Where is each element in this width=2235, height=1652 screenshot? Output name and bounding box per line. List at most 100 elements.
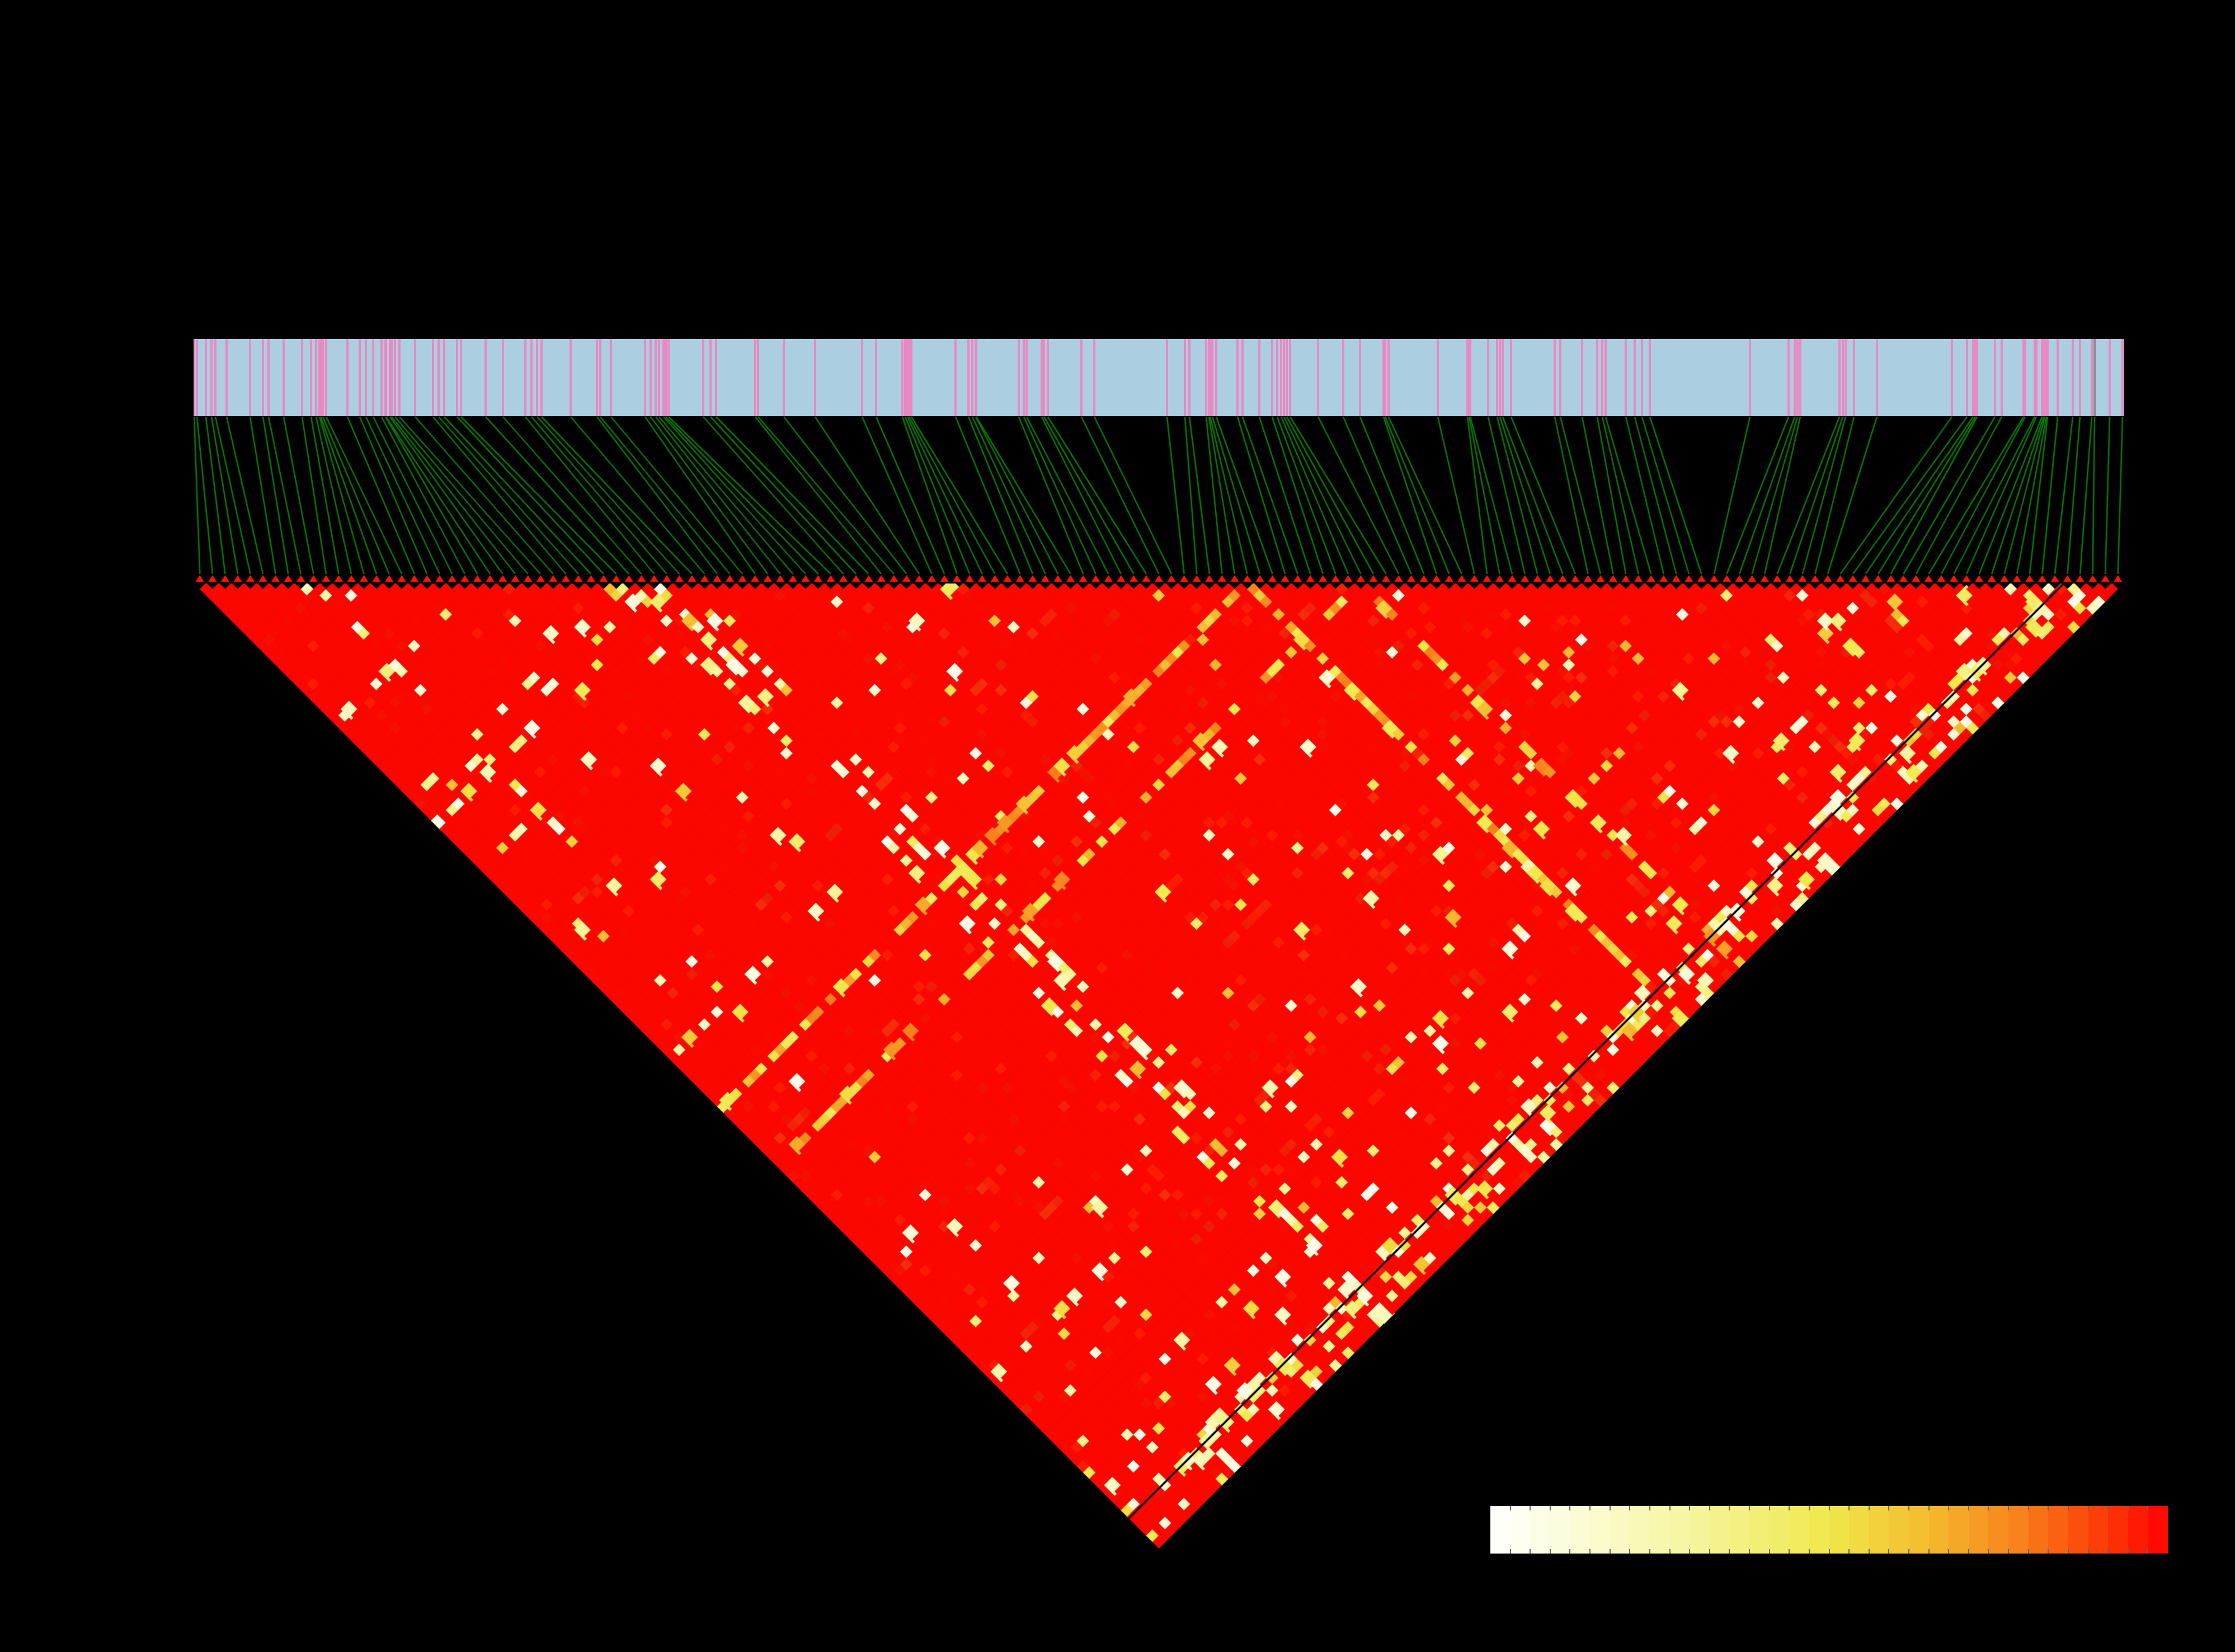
snp-position-tick — [1974, 339, 1977, 416]
snp-position-tick — [262, 339, 264, 416]
snp-position-tick — [1972, 339, 1974, 416]
color-key-boundary-tick — [1609, 1506, 1611, 1510]
color-key-boundary-tick — [2067, 1506, 2069, 1510]
snp-position-tick — [1025, 339, 1028, 416]
color-key-boundary-tick — [1808, 1506, 1810, 1510]
color-key-block — [1530, 1506, 1551, 1554]
color-key-boundary-tick — [2147, 1549, 2149, 1554]
color-key-block — [1709, 1506, 1730, 1554]
snp-position-tick — [702, 339, 704, 416]
snp-position-tick — [1649, 339, 1651, 416]
color-key-block — [1849, 1506, 1870, 1554]
snp-position-tick — [1634, 339, 1636, 416]
snp-position-tick — [2024, 339, 2026, 416]
snp-position-tick — [1976, 339, 1978, 416]
snp-position-tick — [460, 339, 462, 416]
snp-position-tick — [861, 339, 863, 416]
snp-position-tick — [1437, 339, 1439, 416]
color-key-boundary-tick — [1509, 1549, 1511, 1554]
color-key-block — [1829, 1506, 1850, 1554]
snp-position-tick — [1382, 339, 1385, 416]
color-key-block — [1550, 1506, 1570, 1554]
color-key-boundary-tick — [1729, 1549, 1730, 1554]
snp-position-tick — [2034, 339, 2036, 416]
snp-position-tick — [1384, 339, 1386, 416]
snp-position-tick — [1093, 339, 1095, 416]
color-key-block — [1649, 1506, 1671, 1554]
snp-position-tick — [655, 339, 657, 416]
snp-position-tick — [783, 339, 785, 416]
color-key-boundary-tick — [1669, 1549, 1671, 1554]
snp-position-tick — [599, 339, 601, 416]
snp-position-tick — [967, 339, 970, 416]
color-key-boundary-tick — [2147, 1506, 2149, 1510]
color-key-boundary-tick — [1589, 1506, 1591, 1510]
snp-position-tick — [346, 339, 349, 416]
snp-position-tick — [390, 339, 393, 416]
snp-position-tick — [1276, 339, 1278, 416]
snp-position-tick — [359, 339, 361, 416]
snp-position-tick — [910, 339, 912, 416]
snp-position-tick — [2121, 339, 2124, 416]
snp-position-tick — [1289, 339, 1291, 416]
color-key-boundary-tick — [1808, 1549, 1810, 1554]
snp-position-tick — [667, 339, 670, 416]
snp-position-tick — [194, 339, 195, 416]
color-key-block — [1729, 1506, 1750, 1554]
snp-position-tick — [1601, 339, 1603, 416]
color-key-block — [1968, 1506, 1989, 1554]
snp-position-tick — [502, 339, 504, 416]
snp-position-tick — [754, 339, 756, 416]
snp-position-tick — [432, 339, 434, 416]
color-key-boundary-tick — [1789, 1506, 1790, 1510]
snp-position-tick — [2022, 339, 2025, 416]
color-key-boundary-tick — [1589, 1549, 1591, 1554]
snp-position-tick — [1796, 339, 1799, 416]
snp-position-tick — [225, 339, 228, 416]
color-key-boundary-tick — [1908, 1549, 1909, 1554]
color-key-block — [2108, 1506, 2129, 1554]
color-key-block — [1690, 1506, 1710, 1554]
color-key-block — [2088, 1506, 2109, 1554]
snp-position-tick — [2072, 339, 2074, 416]
color-key-boundary-tick — [1928, 1506, 1930, 1510]
snp-position-tick — [325, 339, 327, 416]
snp-position-tick — [1184, 339, 1186, 416]
color-key-boundary-tick — [1868, 1506, 1870, 1510]
snp-position-tick — [540, 339, 543, 416]
snp-position-tick — [906, 339, 909, 416]
color-key-boundary-tick — [1709, 1506, 1710, 1510]
color-key-block — [1769, 1506, 1790, 1554]
snp-position-tick — [715, 339, 717, 416]
color-key-block — [1490, 1506, 1511, 1554]
snp-position-tick — [1342, 339, 1344, 416]
snp-position-tick — [456, 339, 458, 416]
color-key-boundary-tick — [2048, 1549, 2049, 1554]
snp-position-tick — [1188, 339, 1191, 416]
color-key-boundary-tick — [1530, 1506, 1531, 1510]
snp-position-tick — [196, 339, 198, 416]
color-key-block — [1669, 1506, 1690, 1554]
snp-position-tick — [904, 339, 906, 416]
color-key-block — [2148, 1506, 2168, 1554]
color-key-boundary-tick — [1709, 1549, 1710, 1554]
color-key-boundary-tick — [1948, 1506, 1950, 1510]
snp-position-tick — [1794, 339, 1796, 416]
snp-position-tick — [322, 339, 324, 416]
color-key-block — [1889, 1506, 1909, 1554]
color-key-boundary-tick — [1549, 1506, 1551, 1510]
snp-position-tick — [1469, 339, 1471, 416]
snp-position-tick — [1387, 339, 1390, 416]
snp-position-tick — [954, 339, 957, 416]
snp-position-tick — [1596, 339, 1598, 416]
snp-position-tick — [2079, 339, 2081, 416]
color-key-boundary-tick — [1689, 1549, 1691, 1554]
snp-position-tick — [1466, 339, 1469, 416]
snp-position-tick — [1211, 339, 1213, 416]
snp-position-tick — [1241, 339, 1244, 416]
color-key-block — [1869, 1506, 1889, 1554]
color-key-block — [2028, 1506, 2049, 1554]
color-key-boundary-tick — [1768, 1506, 1770, 1510]
snp-position-tick — [1283, 339, 1285, 416]
